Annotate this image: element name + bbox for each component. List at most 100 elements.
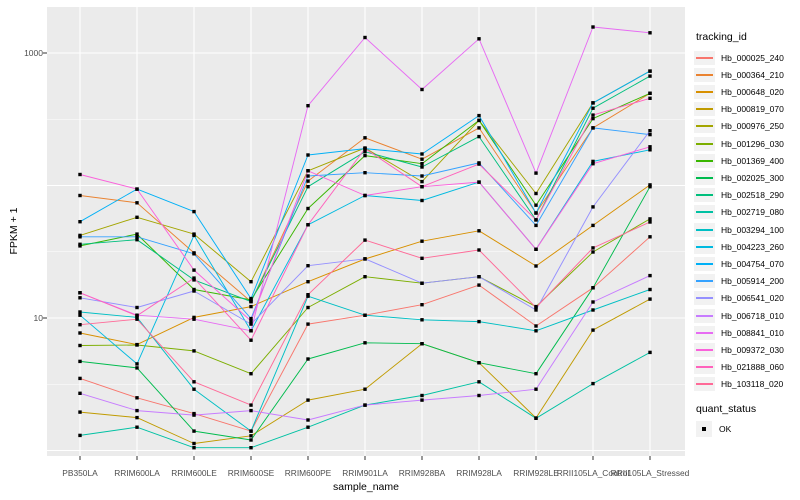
- data-point[interactable]: [420, 342, 424, 346]
- data-point[interactable]: [534, 308, 538, 312]
- data-point[interactable]: [135, 187, 139, 191]
- data-point[interactable]: [420, 303, 424, 307]
- data-point[interactable]: [78, 172, 82, 177]
- data-point[interactable]: [534, 372, 538, 376]
- data-point[interactable]: [135, 396, 139, 400]
- data-point[interactable]: [135, 317, 139, 321]
- data-point[interactable]: [477, 380, 481, 384]
- data-point[interactable]: [591, 250, 595, 254]
- data-point[interactable]: [591, 223, 595, 228]
- data-point[interactable]: [135, 343, 139, 347]
- data-point[interactable]: [78, 296, 82, 300]
- data-point[interactable]: [306, 305, 310, 310]
- data-point[interactable]: [648, 297, 652, 301]
- data-point[interactable]: [135, 362, 139, 366]
- data-point[interactable]: [78, 235, 82, 239]
- data-point[interactable]: [78, 313, 82, 317]
- data-point[interactable]: [135, 315, 139, 320]
- data-point[interactable]: [306, 179, 310, 183]
- legend-item-Hb_006718_010[interactable]: Hb_006718_010: [694, 308, 784, 323]
- data-point[interactable]: [477, 283, 481, 287]
- data-point[interactable]: [135, 235, 139, 239]
- data-point[interactable]: [192, 413, 196, 417]
- data-point[interactable]: [78, 376, 82, 381]
- data-point[interactable]: [591, 308, 595, 312]
- data-point[interactable]: [306, 174, 310, 178]
- data-point[interactable]: [363, 193, 367, 198]
- data-point[interactable]: [477, 37, 481, 41]
- data-point[interactable]: [78, 433, 82, 438]
- data-point[interactable]: [648, 273, 652, 278]
- data-point[interactable]: [78, 291, 82, 295]
- data-point[interactable]: [591, 113, 595, 117]
- data-point[interactable]: [477, 361, 481, 365]
- data-point[interactable]: [648, 96, 652, 100]
- data-point[interactable]: [306, 425, 310, 429]
- data-point[interactable]: [306, 398, 310, 402]
- data-point[interactable]: [135, 425, 139, 429]
- data-point[interactable]: [477, 229, 481, 233]
- legend-item-Hb_004754_070[interactable]: Hb_004754_070: [694, 256, 784, 271]
- legend-item-Hb_006541_020[interactable]: Hb_006541_020: [694, 291, 784, 306]
- data-point[interactable]: [591, 126, 595, 130]
- data-point[interactable]: [192, 233, 196, 238]
- data-point[interactable]: [420, 162, 424, 166]
- data-point[interactable]: [648, 145, 652, 149]
- data-point[interactable]: [534, 191, 538, 196]
- data-point[interactable]: [78, 359, 82, 364]
- legend-item-Hb_000819_070[interactable]: Hb_000819_070: [694, 102, 784, 117]
- data-point[interactable]: [477, 162, 481, 166]
- data-point[interactable]: [135, 366, 139, 370]
- data-point[interactable]: [306, 185, 310, 189]
- legend-item-Hb_001296_030[interactable]: Hb_001296_030: [694, 136, 784, 151]
- legend-item-Hb_008841_010[interactable]: Hb_008841_010: [694, 325, 784, 340]
- data-point[interactable]: [192, 441, 196, 446]
- data-point[interactable]: [420, 393, 424, 398]
- data-point[interactable]: [534, 264, 538, 268]
- data-point[interactable]: [249, 329, 253, 333]
- data-point[interactable]: [192, 315, 196, 320]
- data-point[interactable]: [78, 193, 82, 198]
- data-point[interactable]: [648, 148, 652, 152]
- data-point[interactable]: [363, 171, 367, 175]
- data-point[interactable]: [306, 206, 310, 211]
- data-point[interactable]: [477, 113, 481, 118]
- data-point[interactable]: [420, 256, 424, 260]
- data-point[interactable]: [534, 305, 538, 310]
- data-point[interactable]: [192, 380, 196, 384]
- data-point[interactable]: [420, 179, 424, 184]
- data-point[interactable]: [591, 162, 595, 166]
- data-point[interactable]: [648, 185, 652, 189]
- data-point[interactable]: [648, 220, 652, 224]
- data-point[interactable]: [78, 323, 82, 327]
- data-point[interactable]: [306, 153, 310, 157]
- legend-item-Hb_021888_060[interactable]: Hb_021888_060: [694, 360, 784, 375]
- data-point[interactable]: [306, 280, 310, 284]
- data-point[interactable]: [534, 324, 538, 328]
- data-point[interactable]: [648, 129, 652, 133]
- data-point[interactable]: [420, 165, 424, 169]
- data-point[interactable]: [192, 252, 196, 256]
- data-point[interactable]: [249, 403, 253, 407]
- data-point[interactable]: [192, 387, 196, 391]
- data-point[interactable]: [192, 317, 196, 321]
- data-point[interactable]: [192, 349, 196, 353]
- data-point[interactable]: [306, 223, 310, 227]
- data-point[interactable]: [477, 126, 481, 130]
- data-point[interactable]: [363, 341, 367, 345]
- data-point[interactable]: [420, 281, 424, 285]
- data-point[interactable]: [477, 319, 481, 324]
- data-point[interactable]: [78, 310, 82, 314]
- data-point[interactable]: [192, 209, 196, 214]
- data-point[interactable]: [591, 205, 595, 209]
- data-point[interactable]: [534, 218, 538, 222]
- data-point[interactable]: [249, 372, 253, 376]
- data-point[interactable]: [306, 264, 310, 268]
- legend-item-Hb_002025_300[interactable]: Hb_002025_300: [694, 170, 784, 185]
- data-point[interactable]: [591, 25, 595, 29]
- data-point[interactable]: [363, 238, 367, 242]
- data-point[interactable]: [420, 198, 424, 203]
- data-point[interactable]: [534, 387, 538, 391]
- data-point[interactable]: [534, 416, 538, 420]
- data-point[interactable]: [192, 289, 196, 293]
